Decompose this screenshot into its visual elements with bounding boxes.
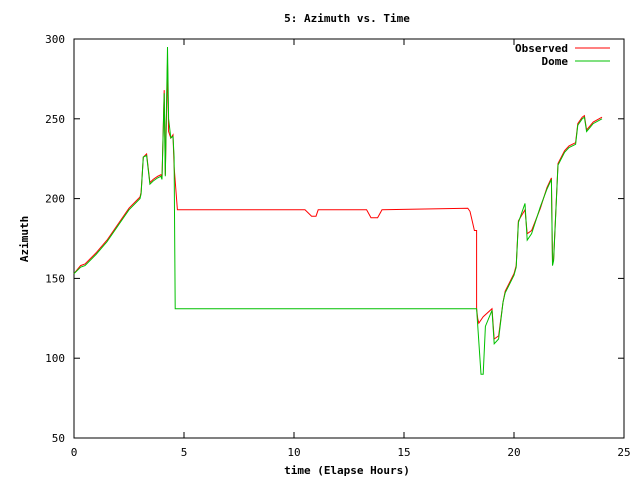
legend-label-dome: Dome — [542, 55, 569, 68]
plot-frame — [73, 38, 625, 439]
y-tick-label: 150 — [45, 272, 65, 285]
x-tick-label: 20 — [507, 446, 520, 459]
x-axis-label: time (Elapse Hours) — [284, 464, 410, 477]
y-tick-label: 200 — [45, 193, 65, 206]
x-tick-label: 25 — [617, 446, 630, 459]
legend: Observed Dome — [515, 42, 610, 68]
y-tick-label: 250 — [45, 113, 65, 126]
x-tick-label: 15 — [397, 446, 410, 459]
x-tick-label: 0 — [71, 446, 78, 459]
y-tick-label: 300 — [45, 33, 65, 46]
x-axis: 0 5 10 15 20 25 — [71, 39, 631, 459]
y-tick-label: 100 — [45, 352, 65, 365]
chart-title: 5: Azimuth vs. Time — [284, 12, 410, 25]
legend-label-observed: Observed — [515, 42, 568, 55]
series-layer — [73, 46, 603, 375]
x-tick-label: 10 — [287, 446, 300, 459]
series-line-dome — [73, 46, 603, 375]
y-axis-label: Azimuth — [18, 216, 31, 262]
y-axis: 50 100 150 200 250 300 — [45, 33, 624, 445]
y-tick-label: 50 — [52, 432, 65, 445]
x-tick-label: 5 — [181, 446, 188, 459]
